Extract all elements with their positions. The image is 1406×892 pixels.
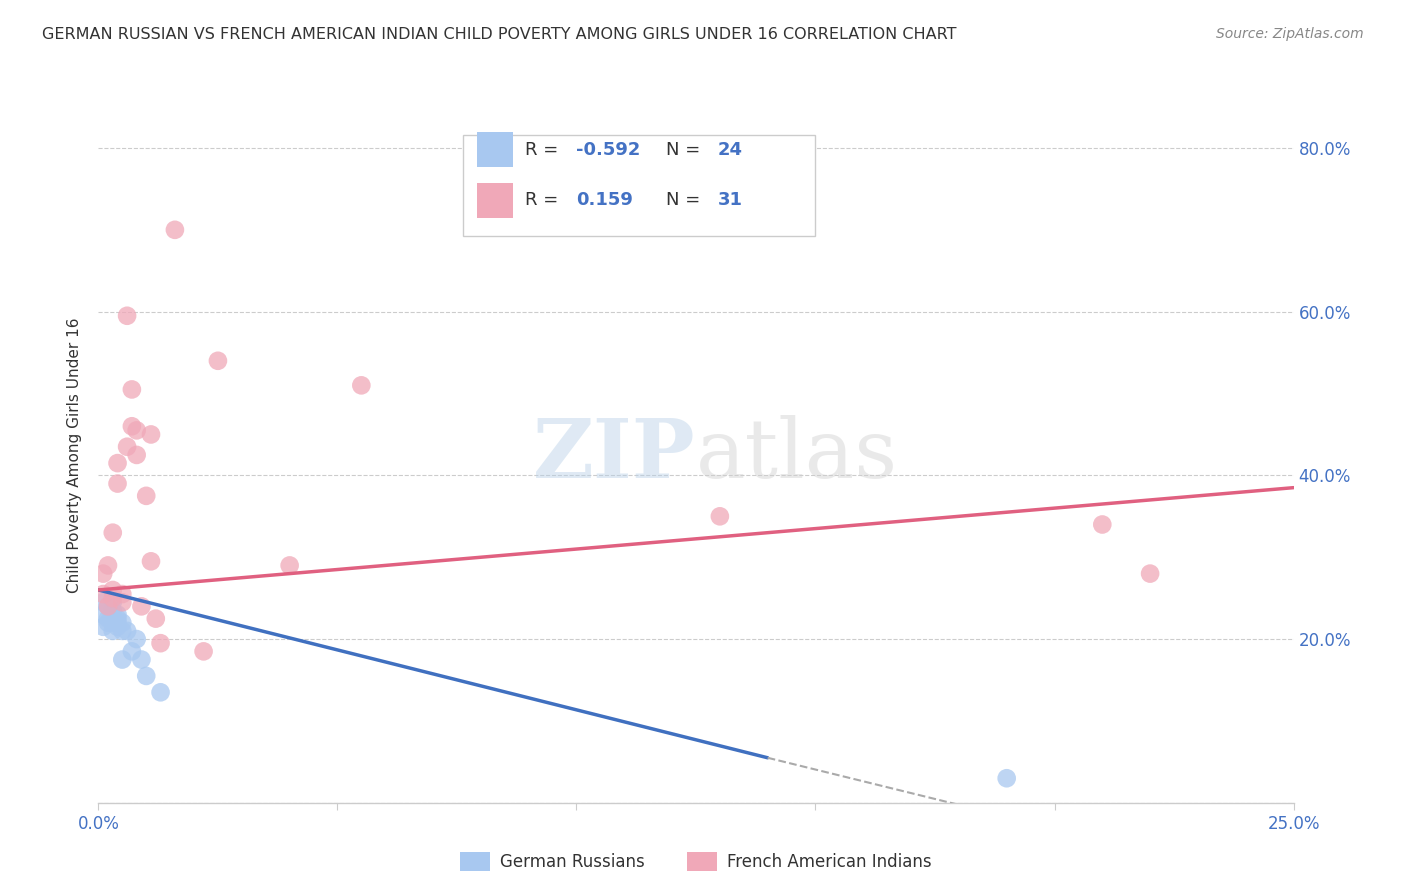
Point bbox=[709, 509, 731, 524]
Point bbox=[111, 595, 134, 609]
Point bbox=[101, 591, 124, 606]
Point bbox=[97, 599, 120, 614]
Point bbox=[101, 525, 124, 540]
FancyBboxPatch shape bbox=[463, 135, 815, 235]
Point bbox=[121, 383, 143, 397]
Text: R =: R = bbox=[524, 141, 564, 159]
Text: Source: ZipAtlas.com: Source: ZipAtlas.com bbox=[1216, 27, 1364, 41]
Point bbox=[121, 644, 143, 658]
Point bbox=[193, 644, 215, 658]
Text: -0.592: -0.592 bbox=[576, 141, 641, 159]
Point bbox=[135, 669, 157, 683]
Text: R =: R = bbox=[524, 191, 569, 210]
FancyBboxPatch shape bbox=[477, 183, 513, 218]
Point bbox=[97, 558, 120, 573]
Point bbox=[107, 456, 129, 470]
Point bbox=[107, 615, 129, 630]
Point bbox=[115, 309, 138, 323]
Point bbox=[107, 607, 129, 622]
Point bbox=[149, 636, 172, 650]
Point bbox=[107, 476, 129, 491]
Point bbox=[131, 652, 153, 666]
Point bbox=[111, 652, 134, 666]
Point bbox=[101, 603, 124, 617]
Text: 0.159: 0.159 bbox=[576, 191, 633, 210]
Point bbox=[149, 685, 172, 699]
Point bbox=[115, 440, 138, 454]
Point bbox=[121, 419, 143, 434]
Text: GERMAN RUSSIAN VS FRENCH AMERICAN INDIAN CHILD POVERTY AMONG GIRLS UNDER 16 CORR: GERMAN RUSSIAN VS FRENCH AMERICAN INDIAN… bbox=[42, 27, 956, 42]
Point bbox=[97, 599, 120, 614]
Point bbox=[207, 353, 229, 368]
Point bbox=[111, 587, 134, 601]
Point bbox=[101, 615, 124, 630]
Point bbox=[97, 612, 120, 626]
Point bbox=[131, 599, 153, 614]
Point bbox=[111, 624, 134, 638]
Point bbox=[1091, 517, 1114, 532]
Point bbox=[107, 620, 129, 634]
Text: N =: N = bbox=[666, 191, 706, 210]
Point bbox=[101, 582, 124, 597]
Point bbox=[135, 489, 157, 503]
Point bbox=[91, 607, 114, 622]
Point bbox=[107, 612, 129, 626]
FancyBboxPatch shape bbox=[477, 132, 513, 167]
Text: atlas: atlas bbox=[696, 415, 898, 495]
Point bbox=[91, 587, 114, 601]
Point bbox=[91, 595, 114, 609]
Point bbox=[145, 612, 167, 626]
Text: N =: N = bbox=[666, 141, 706, 159]
Point bbox=[115, 624, 138, 638]
Point bbox=[125, 632, 148, 646]
Point bbox=[101, 624, 124, 638]
Text: 31: 31 bbox=[717, 191, 742, 210]
Point bbox=[125, 423, 148, 437]
Y-axis label: Child Poverty Among Girls Under 16: Child Poverty Among Girls Under 16 bbox=[67, 318, 83, 592]
Point bbox=[111, 615, 134, 630]
Point bbox=[91, 620, 114, 634]
Point bbox=[97, 615, 120, 630]
Point bbox=[163, 223, 186, 237]
Point bbox=[278, 558, 301, 573]
Point bbox=[139, 427, 162, 442]
Point bbox=[995, 771, 1018, 785]
Point bbox=[91, 566, 114, 581]
Point bbox=[139, 554, 162, 568]
Text: ZIP: ZIP bbox=[533, 415, 696, 495]
Text: 24: 24 bbox=[717, 141, 742, 159]
Point bbox=[125, 448, 148, 462]
Legend: German Russians, French American Indians: German Russians, French American Indians bbox=[454, 846, 938, 878]
Point bbox=[101, 595, 124, 609]
Point bbox=[1139, 566, 1161, 581]
Point bbox=[350, 378, 373, 392]
